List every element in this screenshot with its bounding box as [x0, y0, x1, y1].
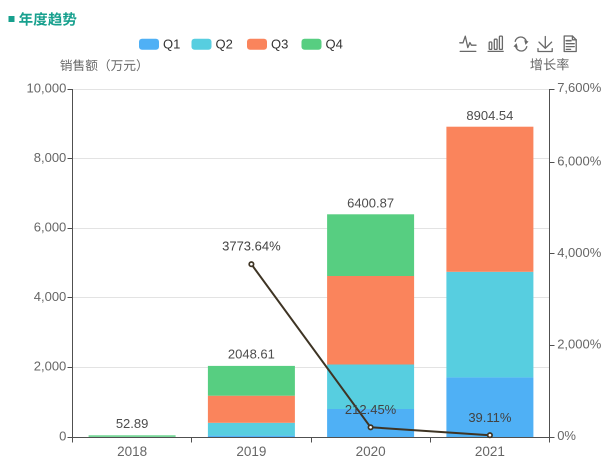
svg-text:2019: 2019: [236, 444, 266, 459]
svg-text:7,600%: 7,600%: [557, 80, 602, 95]
svg-text:8,000: 8,000: [34, 150, 67, 165]
svg-text:2,000%: 2,000%: [557, 336, 602, 351]
svg-text:2018: 2018: [117, 444, 147, 459]
svg-text:6,000: 6,000: [34, 220, 67, 235]
svg-text:10,000: 10,000: [27, 80, 67, 95]
svg-text:4,000: 4,000: [34, 289, 67, 304]
svg-text:2020: 2020: [356, 444, 386, 459]
svg-text:39.11%: 39.11%: [468, 410, 512, 425]
svg-text:52.89: 52.89: [116, 416, 149, 431]
svg-text:Q1: Q1: [163, 37, 180, 52]
svg-text:3773.64%: 3773.64%: [222, 239, 281, 254]
svg-text:6,000%: 6,000%: [557, 153, 602, 168]
svg-text:2,000: 2,000: [34, 359, 67, 374]
svg-text:4,000%: 4,000%: [557, 245, 602, 260]
svg-text:Q2: Q2: [216, 37, 233, 52]
svg-text:Q4: Q4: [326, 37, 343, 52]
svg-text:2021: 2021: [475, 444, 505, 459]
svg-text:6400.87: 6400.87: [347, 196, 394, 211]
svg-text:0%: 0%: [557, 428, 576, 443]
svg-text:8904.54: 8904.54: [466, 108, 513, 123]
svg-text:0: 0: [59, 428, 66, 443]
svg-text:Q3: Q3: [271, 37, 288, 52]
svg-text:2048.61: 2048.61: [228, 346, 275, 361]
svg-text:212.45%: 212.45%: [345, 402, 397, 417]
